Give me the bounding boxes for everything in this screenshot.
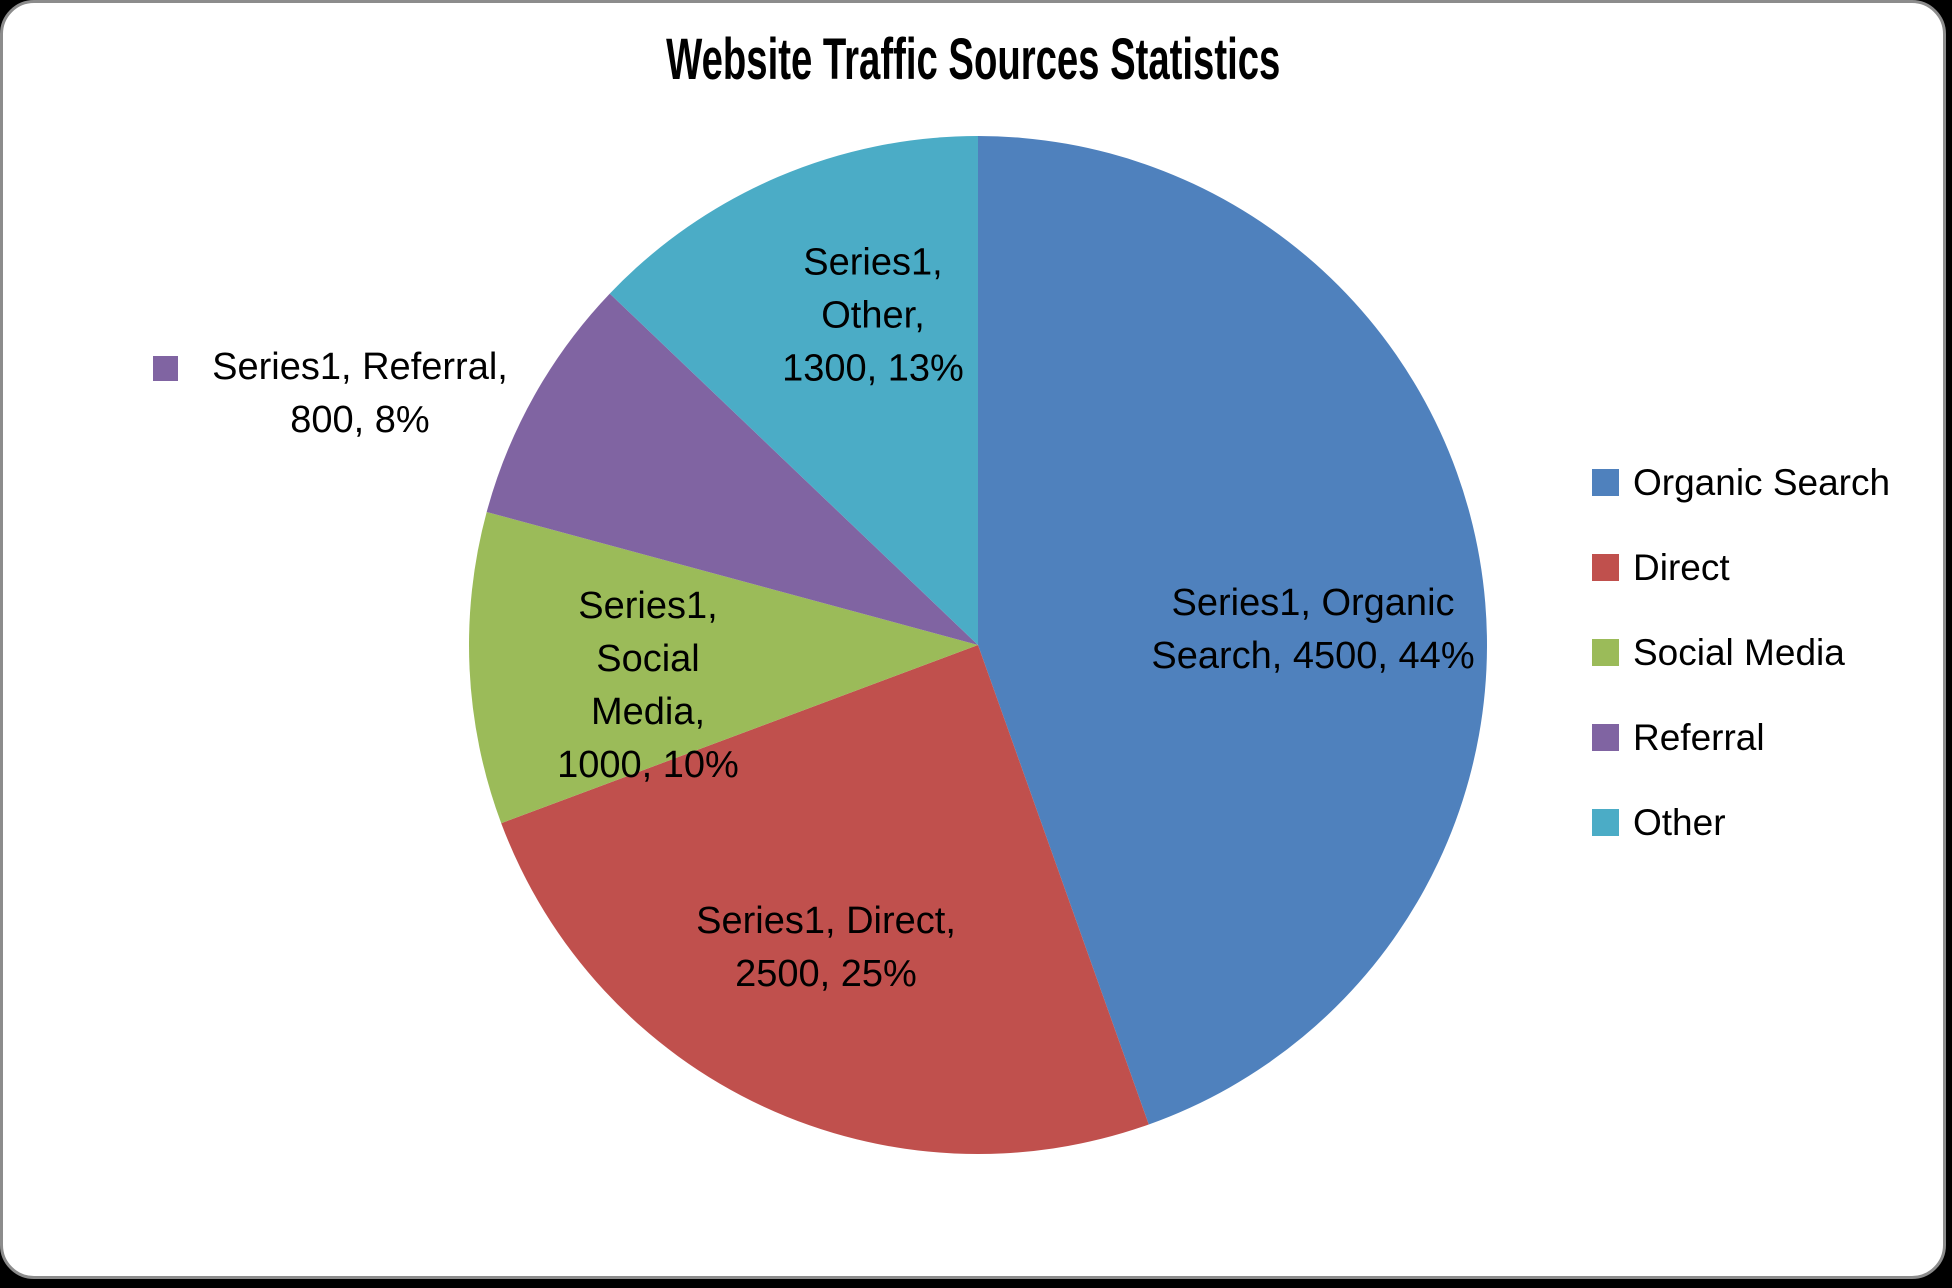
legend-label: Direct (1633, 546, 1730, 588)
legend-item-other: Other (1592, 780, 1890, 865)
legend-swatch-icon (1592, 724, 1619, 751)
referral-label-key-icon (153, 356, 178, 381)
legend-item-organic-search: Organic Search (1592, 440, 1890, 525)
legend-label: Social Media (1633, 631, 1845, 673)
chart-title: Website Traffic Sources Statistics (3, 25, 1943, 95)
data-label-direct: Series1, Direct, 2500, 25% (696, 900, 956, 995)
pie-slice-social-media (469, 511, 978, 824)
pie-chart (469, 135, 1488, 1154)
legend-item-social-media: Social Media (1592, 610, 1890, 695)
pie-slice-referral (486, 293, 978, 645)
pie-slice-other (609, 135, 978, 645)
legend: Organic Search Direct Social Media Referral… (1592, 440, 1890, 865)
legend-label: Organic Search (1633, 461, 1891, 503)
data-label-other: Series1, Other, 1300, 13% (782, 241, 964, 390)
pie-slice-direct (501, 645, 1149, 1154)
chart-title-text: Website Traffic Sources Statistics (665, 27, 1281, 92)
data-label-referral-group: Series1, Referral, 800, 8% (153, 341, 525, 447)
legend-swatch-icon (1592, 639, 1619, 666)
legend-swatch-icon (1592, 809, 1619, 836)
data-label-organic-search: Series1, Organic Search, 4500, 44% (1151, 582, 1475, 677)
legend-item-referral: Referral (1592, 695, 1890, 780)
legend-item-direct: Direct (1592, 525, 1890, 610)
data-label-social-media: Series1, Social Media, 1000, 10% (557, 585, 739, 786)
legend-swatch-icon (1592, 469, 1619, 496)
data-label-referral: Series1, Referral, 800, 8% (212, 346, 508, 441)
legend-swatch-icon (1592, 554, 1619, 581)
legend-label: Referral (1633, 716, 1765, 758)
pie-slice-organic-search (978, 136, 1488, 1125)
legend-label: Other (1633, 801, 1726, 843)
